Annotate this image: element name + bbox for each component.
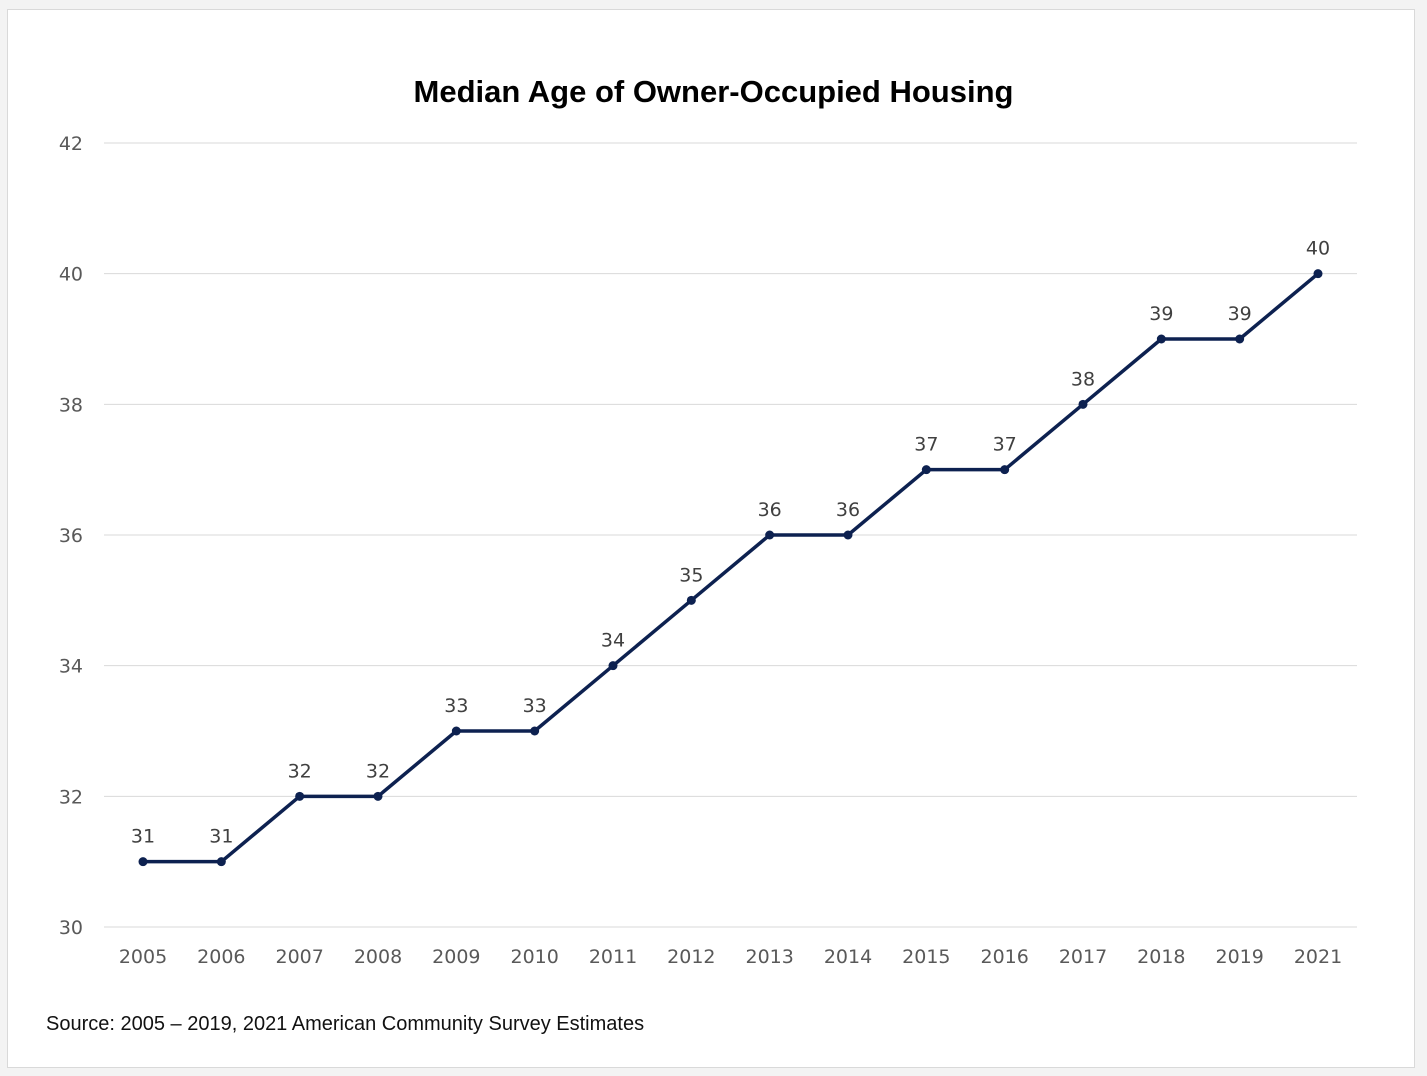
data-point [138, 857, 148, 867]
data-label: 32 [366, 760, 390, 782]
data-point [1000, 465, 1010, 475]
y-tick-label: 38 [59, 394, 83, 416]
data-label: 33 [523, 695, 547, 717]
data-label: 40 [1306, 238, 1330, 260]
data-point [216, 857, 226, 867]
data-point [1078, 399, 1088, 409]
data-label: 38 [1071, 368, 1095, 390]
x-tick-label: 2011 [589, 946, 637, 968]
x-tick-label: 2006 [197, 946, 245, 968]
y-tick-label: 40 [59, 264, 83, 286]
data-point [1235, 334, 1245, 344]
x-tick-label: 2012 [667, 946, 715, 968]
data-point [295, 791, 305, 801]
series-group [138, 269, 1323, 867]
chart-title: Median Age of Owner-Occupied Housing [413, 74, 1014, 109]
data-label: 32 [288, 760, 312, 782]
y-tick-label: 30 [59, 917, 83, 939]
data-point [921, 465, 931, 475]
data-label: 31 [209, 826, 233, 848]
data-label: 39 [1149, 303, 1173, 325]
data-point [451, 726, 461, 736]
series-line [141, 271, 1320, 864]
x-tick-label: 2015 [902, 946, 950, 968]
x-tick-label: 2008 [354, 946, 402, 968]
x-tick-label: 2017 [1059, 946, 1107, 968]
data-label: 37 [914, 434, 938, 456]
x-tick-label: 2005 [119, 946, 167, 968]
y-tick-label: 32 [59, 786, 83, 808]
data-point [373, 791, 383, 801]
data-point [530, 726, 540, 736]
data-label: 33 [444, 695, 468, 717]
x-axis-tick-labels: 2005 2006 2007 2008 2009 2010 2011 2012 2013 2014… [119, 946, 1342, 968]
y-tick-label: 42 [59, 133, 83, 155]
y-axis-tick-labels: 30 32 34 36 38 40 42 [59, 133, 83, 939]
data-label: 37 [993, 434, 1017, 456]
data-label: 39 [1228, 303, 1252, 325]
x-tick-label: 2016 [980, 946, 1028, 968]
data-point [686, 595, 696, 605]
data-label: 36 [836, 499, 860, 521]
data-label: 31 [131, 826, 155, 848]
data-point [1313, 269, 1323, 279]
x-tick-label: 2021 [1294, 946, 1342, 968]
data-point [608, 661, 618, 671]
source-note: Source: 2005 – 2019, 2021 American Commu… [46, 1013, 645, 1035]
data-label: 35 [679, 564, 703, 586]
chart-card [7, 9, 1415, 1068]
x-tick-label: 2013 [745, 946, 793, 968]
x-tick-label: 2007 [275, 946, 323, 968]
data-labels: 31 31 32 32 33 33 34 35 36 36 37 37 38 39 39 40 [131, 238, 1330, 848]
y-tick-label: 36 [59, 525, 83, 547]
x-tick-label: 2019 [1215, 946, 1263, 968]
data-point [843, 530, 853, 540]
data-label: 36 [758, 499, 782, 521]
x-tick-label: 2014 [824, 946, 872, 968]
y-tick-label: 34 [59, 656, 83, 678]
x-tick-label: 2009 [432, 946, 480, 968]
data-point [1156, 334, 1166, 344]
gridlines [104, 142, 1357, 928]
x-tick-label: 2018 [1137, 946, 1185, 968]
data-label: 34 [601, 630, 625, 652]
data-point [765, 530, 775, 540]
x-tick-label: 2010 [510, 946, 558, 968]
